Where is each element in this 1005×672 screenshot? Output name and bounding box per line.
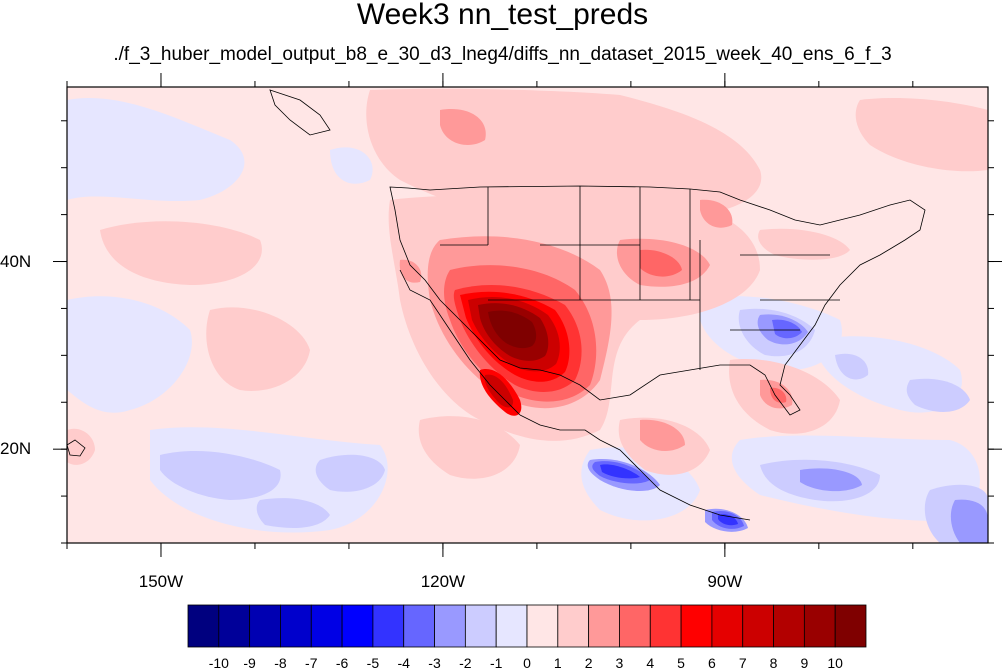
colorbar-labels: -10 -9 -8 -7 -6 -5 -4 -3 -2 -1 0 1 2 3 4 5 6 7 8 9 10 (0, 655, 1005, 672)
colorbar-box (742, 604, 774, 648)
colorbar-box (372, 604, 405, 648)
colorbar-box (711, 604, 744, 648)
map-frame (66, 86, 989, 544)
lat-tick-label: 40N (0, 251, 32, 271)
colorbar-level-label: 4 (646, 655, 655, 671)
colorbar-level-label: -4 (397, 655, 410, 671)
plot-subtitle: ./f_3_huber_model_output_b8_e_30_d3_lneg… (113, 44, 892, 65)
colorbar-level-label: -6 (335, 655, 349, 671)
colorbar-box (341, 604, 374, 648)
colorbar-box (434, 604, 466, 648)
colorbar-level-label: 0 (523, 655, 531, 671)
colorbar-level-label: -1 (489, 655, 503, 671)
colorbar-level-label: 10 (827, 655, 843, 671)
colorbar-box (526, 604, 559, 648)
lon-tick-label: 120W (420, 572, 466, 591)
colorbar-box (803, 604, 836, 648)
colorbar-level-label: 8 (769, 655, 778, 671)
colorbar (187, 604, 867, 648)
map-ticks (53, 73, 1002, 557)
colorbar-box (464, 604, 497, 648)
colorbar-box (619, 604, 651, 648)
lat-tick-label: 20N (0, 439, 32, 459)
colorbar-box (649, 604, 682, 648)
colorbar-box (249, 604, 281, 648)
colorbar-box (218, 604, 251, 648)
colorbar-box (773, 604, 805, 648)
colorbar-box (310, 604, 343, 648)
colorbar-box (495, 604, 528, 648)
colorbar-box (588, 604, 620, 648)
anomaly-field (67, 88, 988, 543)
colorbar-box (557, 604, 590, 648)
colorbar-level-label: -10 (208, 655, 229, 671)
colorbar-box (187, 604, 220, 648)
colorbar-level-label: -5 (366, 655, 380, 671)
colorbar-box (834, 604, 867, 648)
colorbar-level-label: 7 (738, 655, 747, 671)
colorbar-level-label: -8 (274, 655, 287, 671)
colorbar-box (403, 604, 435, 648)
colorbar-level-label: 2 (584, 655, 593, 671)
political-boundaries (67, 89, 926, 521)
colorbar-box (280, 604, 312, 648)
colorbar-level-label: 6 (708, 655, 716, 671)
colorbar-box (680, 604, 713, 648)
plot-title: Week3 nn_test_preds (356, 0, 649, 31)
colorbar-level-label: 5 (677, 655, 685, 671)
colorbar-level-label: 9 (800, 655, 809, 671)
colorbar-level-label: 3 (615, 655, 624, 671)
colorbar-level-label: -9 (243, 655, 256, 671)
lon-tick-label: 150W (138, 572, 184, 591)
map-field (67, 87, 988, 543)
lon-tick-label: 90W (707, 572, 743, 591)
colorbar-level-label: -3 (428, 655, 441, 671)
colorbar-level-label: 1 (553, 655, 562, 671)
colorbar-level-label: -7 (305, 655, 318, 671)
colorbar-level-label: -2 (459, 655, 472, 671)
